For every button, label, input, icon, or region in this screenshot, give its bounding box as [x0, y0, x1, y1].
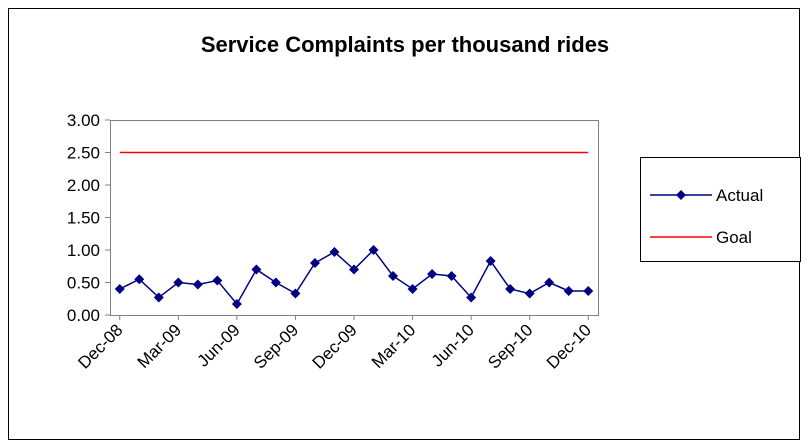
- y-tick-label: 1.00: [67, 241, 100, 260]
- marker: [153, 292, 164, 303]
- legend-marker: [676, 190, 686, 200]
- marker: [505, 284, 516, 294]
- marker: [485, 256, 496, 267]
- marker: [446, 271, 457, 281]
- marker: [349, 264, 359, 275]
- marker: [583, 285, 594, 296]
- marker: [270, 277, 281, 288]
- y-tick-label: 0.00: [67, 306, 100, 325]
- marker: [134, 274, 145, 285]
- chart-title: Service Complaints per thousand rides: [201, 32, 609, 57]
- y-tick-label: 2.00: [67, 176, 100, 195]
- marker: [563, 285, 574, 296]
- marker: [173, 277, 184, 288]
- marker: [427, 269, 438, 280]
- marker: [290, 288, 301, 299]
- y-tick-label: 3.00: [67, 111, 100, 130]
- marker: [192, 279, 203, 290]
- marker: [231, 298, 242, 309]
- marker: [212, 275, 223, 286]
- marker: [329, 246, 340, 257]
- legend-label: Goal: [716, 228, 752, 247]
- legend-label: Actual: [716, 186, 763, 205]
- marker: [407, 284, 418, 294]
- marker: [251, 264, 262, 275]
- plot-area: [110, 120, 599, 316]
- y-tick-label: 2.50: [67, 144, 100, 163]
- legend: [640, 157, 801, 262]
- marker: [544, 277, 555, 288]
- marker: [368, 245, 379, 255]
- marker: [309, 258, 320, 268]
- y-tick-label: 0.50: [67, 274, 100, 293]
- y-tick-label: 1.50: [67, 209, 100, 228]
- marker: [524, 288, 535, 299]
- marker: [388, 271, 399, 281]
- marker: [466, 292, 477, 303]
- marker: [114, 284, 125, 294]
